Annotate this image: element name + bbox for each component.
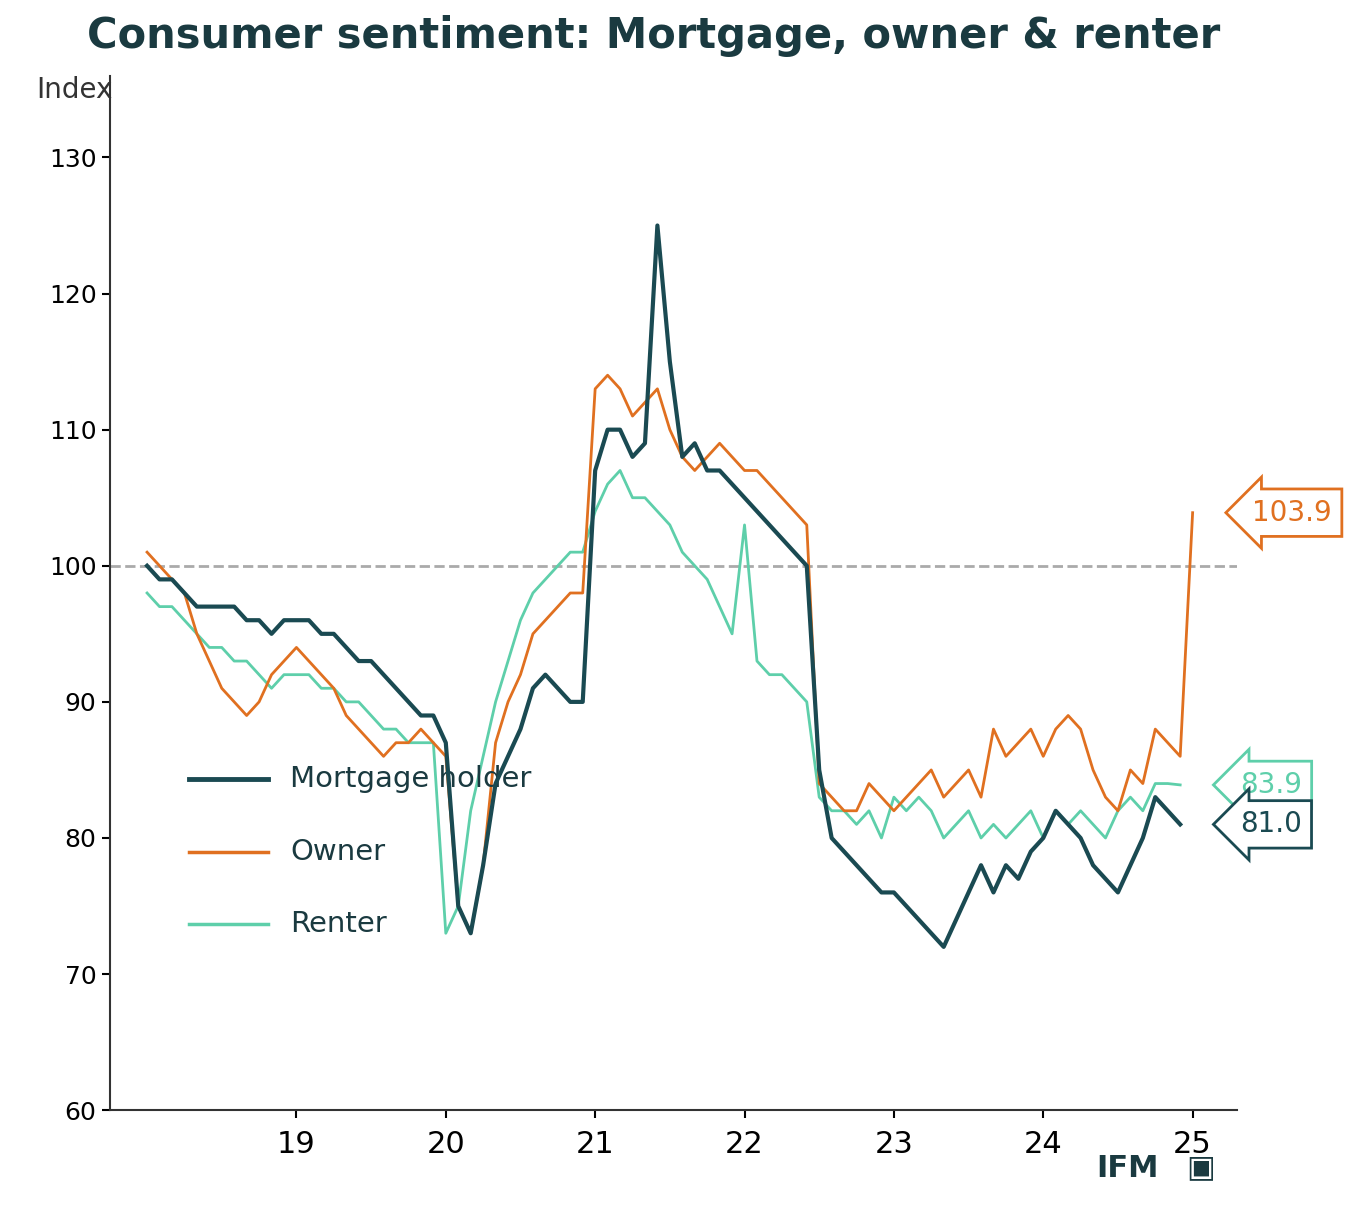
Text: 103.9: 103.9: [1252, 498, 1333, 526]
Text: 81.0: 81.0: [1240, 810, 1302, 838]
Text: IFM: IFM: [1096, 1153, 1159, 1182]
Text: Mortgage holder: Mortgage holder: [291, 765, 532, 793]
Text: Owner: Owner: [291, 837, 385, 865]
Text: Index: Index: [36, 75, 113, 103]
Text: ▣: ▣: [1186, 1153, 1215, 1182]
Text: Renter: Renter: [291, 910, 386, 938]
Text: Consumer sentiment: Mortgage, owner & renter: Consumer sentiment: Mortgage, owner & re…: [87, 15, 1221, 57]
Text: 83.9: 83.9: [1240, 770, 1302, 799]
